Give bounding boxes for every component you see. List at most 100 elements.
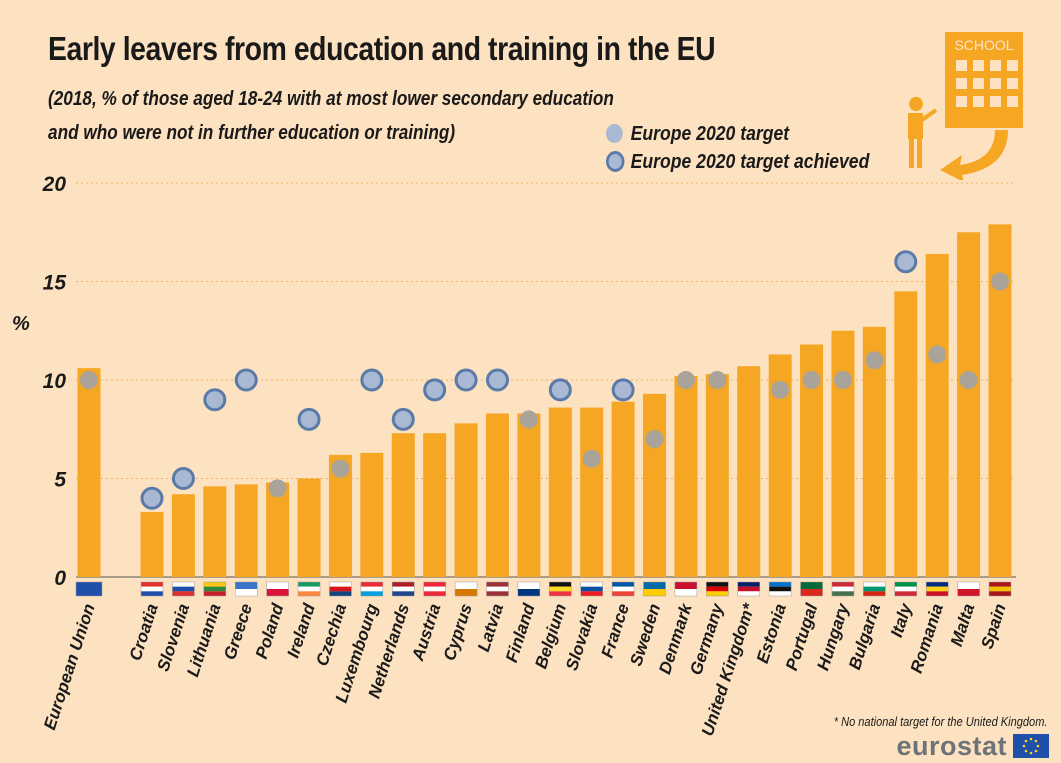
flag-icon (989, 591, 1011, 596)
flag-outline (800, 581, 823, 597)
chart-title: Early leavers from education and trainin… (48, 30, 716, 67)
target-dot-icon (606, 124, 623, 143)
eu-flag-icon (1013, 734, 1049, 758)
bar (611, 401, 635, 577)
flag-outline (674, 581, 698, 597)
flag-icon (360, 591, 383, 596)
bar (328, 454, 352, 577)
flag-icon (203, 586, 226, 592)
footnote: * No national target for the United King… (833, 714, 1047, 729)
y-tick-label: 10 (43, 370, 67, 393)
flag-icon (455, 589, 478, 596)
flag-icon (141, 582, 163, 587)
flag-outline (706, 581, 729, 597)
flag-icon (706, 582, 729, 587)
bar (894, 291, 918, 577)
flag-icon (674, 589, 697, 596)
x-tick-label: Estonia (753, 601, 790, 665)
target-dot (959, 371, 978, 389)
bar (360, 452, 384, 577)
flag-icon (926, 586, 949, 592)
x-tick-label: Poland (252, 601, 288, 661)
flag-icon (957, 582, 980, 589)
flag-icon (549, 586, 572, 592)
flag-outline (988, 581, 1012, 597)
bar (705, 374, 729, 577)
bar (297, 478, 321, 577)
flag-outline (517, 581, 541, 597)
flag-icon (580, 591, 603, 596)
flag-icon (266, 589, 289, 596)
target-dot (991, 272, 1009, 291)
bar (234, 484, 258, 577)
flag-outline (172, 581, 195, 597)
flag-icon (486, 591, 509, 596)
target-achieved-dot (171, 467, 195, 490)
flag-outline (75, 581, 103, 597)
flag-icon (612, 586, 635, 592)
x-tick-label: Malta (947, 601, 979, 648)
legend-label-achieved: Europe 2020 target achieved (630, 151, 870, 173)
flag-icon (298, 591, 321, 596)
flag-icon (298, 582, 321, 587)
x-tick-label: Austria (408, 601, 444, 664)
flag-icon (392, 591, 415, 596)
target-dot (802, 371, 821, 389)
flag-icon (612, 582, 635, 587)
flag-icon (894, 582, 917, 587)
flag-icon (486, 582, 509, 587)
x-tick-label: Finland (502, 601, 539, 665)
bar (957, 232, 981, 577)
flag-outline (768, 581, 792, 597)
flag-icon (392, 586, 415, 592)
flag-icon (612, 591, 635, 596)
flag-icon (831, 586, 854, 592)
flag-icon (706, 591, 729, 596)
flag-icon (737, 582, 760, 587)
target-dot (519, 410, 538, 429)
flag-icon (863, 582, 886, 587)
subtitle-line-1: (2018, % of those aged 18-24 with at mos… (48, 88, 614, 110)
flag-icon (926, 591, 949, 596)
flag-icon (329, 582, 352, 587)
flag-icon (486, 586, 509, 592)
flag-icon (643, 589, 666, 596)
target-achieved-dot (203, 388, 227, 412)
bar (391, 433, 415, 577)
flag-outline (297, 581, 321, 597)
flag-outline (454, 581, 478, 597)
eurostat-logo: eurostat (896, 733, 1049, 760)
target-dot (268, 479, 287, 498)
flag-icon (298, 586, 321, 592)
flag-outline (643, 581, 666, 597)
flag-icon (517, 589, 540, 596)
flag-icon (235, 589, 258, 596)
flag-icon (235, 582, 258, 589)
target-dot (582, 449, 601, 468)
flag-icon (643, 582, 666, 589)
target-achieved-dot (611, 378, 635, 402)
flag-icon (863, 591, 886, 596)
flag-icon (674, 582, 697, 589)
x-tick-label: Ireland (284, 601, 319, 660)
flag-icon (329, 591, 352, 596)
flag-icon (863, 586, 886, 592)
flag-icon (926, 582, 949, 587)
flag-icon (423, 586, 446, 592)
flag-outline (140, 581, 164, 597)
bar (580, 407, 604, 577)
subtitle-line-2: and who were not in further education or… (48, 122, 456, 144)
legend-item-target: Europe 2020 target (606, 120, 869, 148)
flag-icon (549, 582, 572, 587)
chart-subtitle: (2018, % of those aged 18-24 with at mos… (48, 82, 614, 150)
flag-icon (989, 582, 1011, 587)
flag-icon (517, 582, 540, 589)
target-achieved-dot (548, 378, 572, 402)
flag-icon (989, 586, 1011, 592)
chart-legend: Europe 2020 target Europe 2020 target ac… (606, 120, 905, 176)
flag-icon (76, 582, 102, 596)
flag-outline (925, 581, 949, 597)
target-dot (928, 345, 947, 364)
flag-outline (831, 581, 855, 597)
flag-outline (203, 581, 227, 597)
